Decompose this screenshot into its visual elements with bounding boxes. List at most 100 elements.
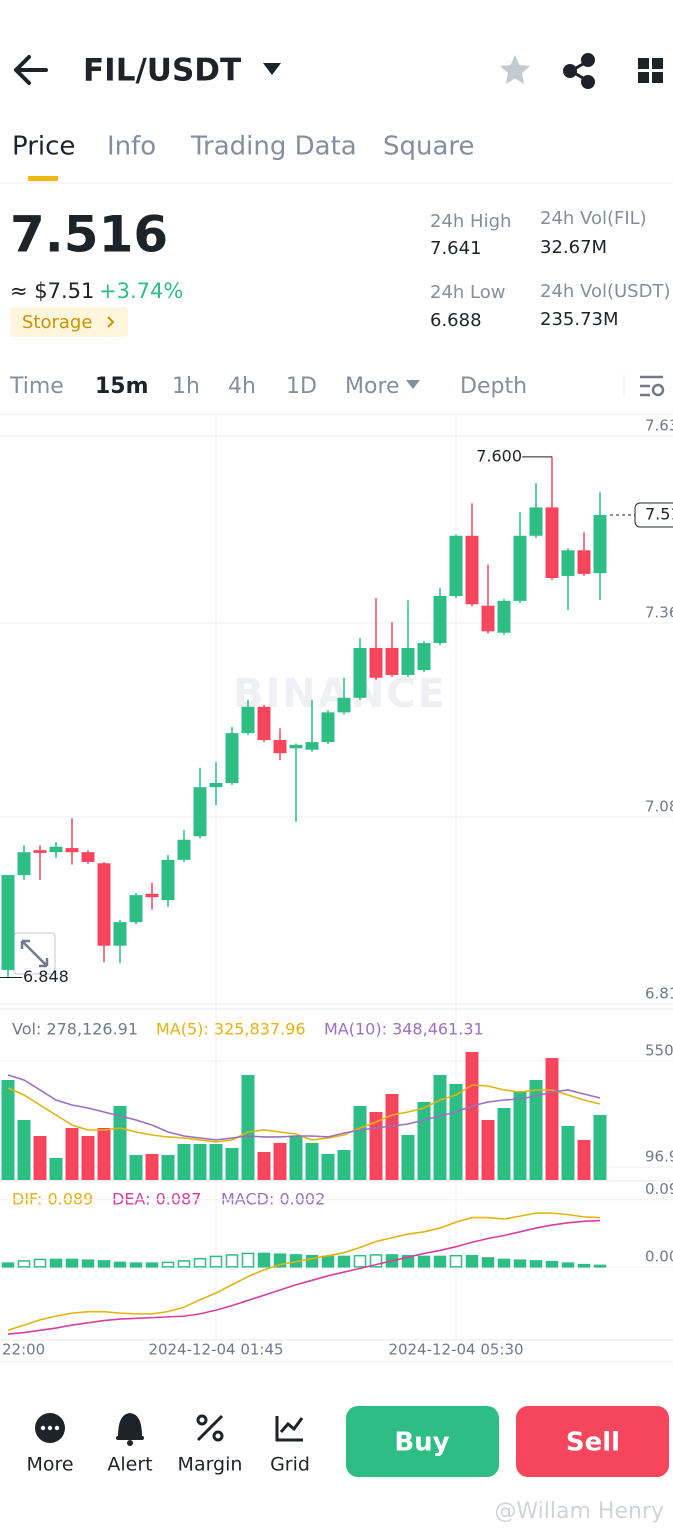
ma5-label: MA(5): 325,837.96 [156, 1020, 306, 1039]
macd-bar [321, 1255, 335, 1268]
y-tick-label: 6.81 [645, 984, 673, 1002]
volume-bar [209, 1143, 223, 1180]
y-tick-label: 7.63 [645, 417, 673, 435]
min-label: 6.848 [23, 967, 69, 986]
candle-body [449, 535, 463, 597]
nav-margin-icon[interactable] [196, 1414, 224, 1442]
tab[interactable]: Trading Data [190, 132, 357, 162]
macd-bar [417, 1255, 431, 1268]
nav-label[interactable]: Grid [270, 1454, 310, 1476]
back-button[interactable] [14, 55, 48, 85]
interval[interactable]: Depth [460, 374, 527, 399]
macd-label: MACD: 0.002 [221, 1190, 325, 1209]
macd-bar [97, 1260, 111, 1268]
macd-bar [193, 1257, 207, 1268]
nav-more-icon[interactable] [35, 1413, 65, 1443]
nav-label[interactable]: Margin [178, 1454, 243, 1476]
more-arrow [406, 380, 420, 389]
layout-icon[interactable] [638, 58, 663, 83]
indicator-line [7, 1084, 601, 1143]
time-label: 22:00 [2, 1341, 45, 1359]
last-price-label: 7.51 [645, 505, 673, 524]
candle-body [177, 839, 191, 860]
last-price-box [634, 502, 673, 528]
volume-bar [449, 1084, 463, 1180]
interval[interactable]: 1D [286, 374, 317, 399]
tab[interactable]: Info [107, 132, 156, 162]
nav-grid-icon[interactable] [275, 1416, 304, 1442]
y-tick-label: 0.00 [645, 1247, 673, 1265]
expand-button[interactable] [13, 932, 56, 975]
candle-body [321, 712, 335, 743]
pair-title[interactable]: FIL/USDT [83, 53, 241, 89]
volume-bar [33, 1136, 47, 1180]
stat-label: 24h Low [430, 282, 505, 303]
stat-label: 24h Vol(USDT) [540, 281, 670, 302]
macd-bar [433, 1255, 447, 1268]
share-icon[interactable] [563, 53, 595, 89]
tag-chip[interactable] [10, 307, 128, 337]
volume-bar [497, 1108, 511, 1180]
buy-label[interactable]: Buy [394, 1428, 449, 1458]
dif-label: DIF: 0.089 [12, 1190, 93, 1209]
volume-bar [129, 1154, 143, 1180]
macd-bar [497, 1258, 511, 1268]
candle-body [417, 643, 431, 671]
candle-body [145, 893, 159, 898]
favorite-icon[interactable] [500, 55, 530, 84]
candle-body [545, 507, 559, 579]
tag-text[interactable]: Storage [22, 312, 92, 333]
vol-label: Vol: 278,126.91 [12, 1020, 138, 1039]
chart-settings-icon[interactable] [640, 375, 665, 397]
buy-button[interactable] [346, 1406, 499, 1477]
interval-active[interactable]: 15m [95, 374, 149, 399]
macd-bar [241, 1252, 255, 1268]
nav-alert-icon[interactable] [116, 1413, 144, 1446]
indicator-line [7, 1219, 601, 1335]
nav-label[interactable]: Alert [107, 1454, 152, 1476]
macd-bar [593, 1264, 607, 1268]
sell-button[interactable] [516, 1406, 669, 1477]
macd-bar [65, 1258, 79, 1268]
interval[interactable]: 1h [172, 374, 200, 399]
tab-active[interactable]: Price [12, 132, 75, 162]
macd-bar [305, 1254, 319, 1268]
tab[interactable]: Square [383, 132, 475, 162]
tag-arrow [107, 316, 115, 328]
time-label: 2024-12-04 01:45 [148, 1341, 283, 1359]
macd-bar [561, 1262, 575, 1268]
time-label: 2024-12-04 05:30 [388, 1341, 523, 1359]
candle-body [369, 647, 383, 678]
volume-bar [305, 1142, 319, 1180]
macd-bar [401, 1254, 415, 1268]
y-tick-label: 7.08 [645, 797, 673, 815]
volume-bar [321, 1153, 335, 1180]
interval[interactable]: Time [9, 374, 64, 399]
candle-body [385, 647, 399, 675]
volume-bar [193, 1143, 207, 1180]
candle-body [33, 850, 47, 853]
candle-body [17, 852, 31, 876]
volume-bar [49, 1157, 63, 1180]
volume-bar [177, 1143, 191, 1180]
volume-bar [481, 1120, 495, 1180]
volume-bar [113, 1105, 127, 1180]
interval[interactable]: 4h [228, 374, 256, 399]
volume-bar [353, 1105, 367, 1180]
nav-label[interactable]: More [26, 1454, 73, 1476]
candle-body [113, 922, 127, 946]
ma10-label: MA(10): 348,461.31 [324, 1020, 484, 1039]
interval[interactable]: More [345, 374, 400, 399]
volume-bar [385, 1093, 399, 1180]
watermark: @Willam Henry [494, 1499, 664, 1524]
macd-bar [257, 1252, 271, 1268]
macd-bar [273, 1253, 287, 1268]
max-label: 7.600 [476, 446, 522, 465]
sell-label[interactable]: Sell [566, 1428, 620, 1458]
pair-dropdown[interactable] [263, 63, 281, 75]
volume-bar [65, 1128, 79, 1180]
candle-body [577, 550, 591, 574]
y-tick-label: 550 [645, 1042, 673, 1060]
